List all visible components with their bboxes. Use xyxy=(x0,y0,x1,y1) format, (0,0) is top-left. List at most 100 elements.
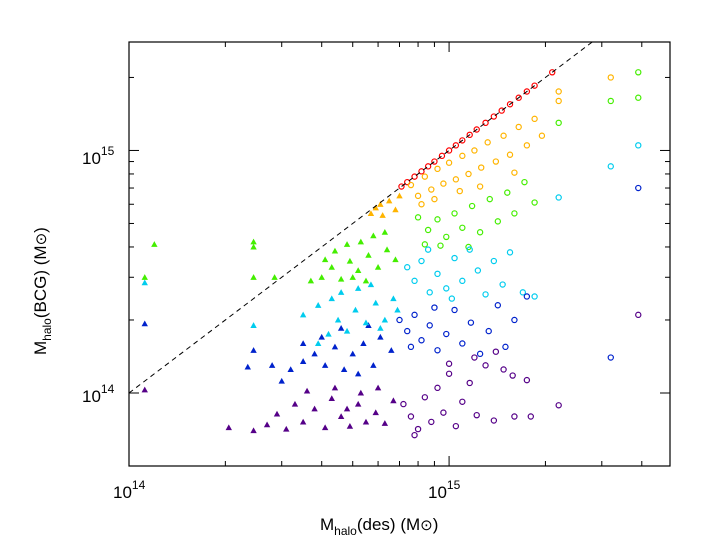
circle-point-red xyxy=(411,173,418,180)
triangle-point-cyan xyxy=(362,319,370,326)
circle-point-blue xyxy=(431,304,438,311)
triangle-point-green xyxy=(331,247,339,254)
triangle-point-purple xyxy=(354,400,362,407)
triangle-point-purple xyxy=(321,424,329,431)
circle-point-cyan xyxy=(482,291,489,298)
circle-point-green xyxy=(494,218,502,225)
circle-point-orange xyxy=(523,142,531,149)
triangle-point-green xyxy=(321,256,329,263)
y-axis-label: Mhalo(BCG) (M⊙) xyxy=(31,227,54,355)
circle-point-orange xyxy=(607,74,614,81)
circle-point-purple xyxy=(500,366,507,373)
triangle-point-blue xyxy=(318,333,325,340)
circle-point-red xyxy=(452,142,460,149)
triangle-point-green xyxy=(346,257,354,264)
triangle-point-purple xyxy=(283,425,290,432)
triangle-point-green xyxy=(250,238,257,245)
triangle-point-purple xyxy=(273,410,281,417)
triangle-point-purple xyxy=(343,405,351,412)
circle-point-orange xyxy=(421,173,429,180)
circle-point-green xyxy=(443,233,450,241)
circle-point-orange xyxy=(511,169,518,176)
circle-point-red xyxy=(523,88,531,95)
triangle-point-cyan xyxy=(299,311,307,318)
circle-point-blue xyxy=(467,319,475,326)
circle-point-green xyxy=(531,199,538,206)
data-points xyxy=(141,69,642,439)
circle-point-green xyxy=(504,189,511,196)
triangle-point-green xyxy=(374,264,382,270)
circle-point-purple xyxy=(445,370,453,377)
circle-point-cyan xyxy=(434,270,441,278)
triangle-point-blue xyxy=(278,377,285,384)
triangle-point-green xyxy=(370,232,377,239)
triangle-point-purple xyxy=(311,405,318,412)
circle-point-blue xyxy=(404,327,411,335)
circle-point-blue xyxy=(411,311,418,319)
circle-point-red xyxy=(473,126,480,133)
triangle-point-blue xyxy=(388,347,395,353)
circle-point-purple xyxy=(411,431,418,439)
circle-point-cyan xyxy=(607,163,614,170)
circle-point-orange xyxy=(459,152,466,160)
one-to-one-dashed-line xyxy=(128,41,593,394)
circle-point-orange xyxy=(492,158,500,165)
circle-point-purple xyxy=(421,394,429,401)
triangle-point-blue xyxy=(337,324,345,331)
triangle-point-purple xyxy=(331,384,339,391)
circle-point-orange xyxy=(428,186,435,193)
triangle-point-green xyxy=(349,274,356,280)
triangle-point-green xyxy=(307,277,315,284)
x-axis-label: Mhalo(des) (M⊙) xyxy=(320,515,438,538)
triangle-point-green xyxy=(250,243,257,250)
triangle-point-cyan xyxy=(250,322,257,328)
circle-point-cyan xyxy=(451,254,458,262)
circle-point-green xyxy=(607,97,614,105)
circle-point-green xyxy=(421,241,429,248)
triangle-point-blue xyxy=(268,362,276,368)
circle-point-orange xyxy=(440,180,447,187)
circle-point-cyan xyxy=(466,246,473,253)
circle-point-orange xyxy=(431,195,438,203)
circle-point-red xyxy=(418,168,425,175)
circle-point-cyan xyxy=(404,264,411,271)
circle-point-orange xyxy=(476,183,484,190)
circle-point-blue xyxy=(523,293,531,300)
triangle-point-purple xyxy=(303,387,311,394)
triangle-point-cyan xyxy=(337,289,345,295)
circle-point-orange xyxy=(506,151,514,158)
circle-point-green xyxy=(414,214,422,221)
circle-point-cyan xyxy=(490,257,498,265)
circle-point-purple xyxy=(445,360,453,367)
circle-point-blue xyxy=(418,337,425,344)
circle-point-cyan xyxy=(519,289,527,296)
triangle-point-purple xyxy=(390,397,397,404)
triangle-point-purple xyxy=(291,400,299,407)
circle-point-cyan xyxy=(418,257,425,265)
circle-point-red xyxy=(431,158,438,165)
triangle-point-green xyxy=(151,241,158,247)
x-tick-label-1e14: 1014 xyxy=(113,478,146,502)
circle-point-green xyxy=(511,210,518,217)
circle-point-green xyxy=(486,195,493,203)
triangle-point-purple xyxy=(225,424,232,431)
triangle-point-cyan xyxy=(367,281,375,288)
circle-point-red xyxy=(549,69,556,76)
triangle-point-blue xyxy=(354,370,362,377)
circle-point-cyan xyxy=(474,267,482,274)
circle-point-red xyxy=(445,147,453,154)
triangle-point-green xyxy=(318,274,325,280)
circle-point-blue xyxy=(443,330,450,338)
triangle-point-purple xyxy=(263,421,271,428)
triangle-point-green xyxy=(328,264,335,270)
circle-point-purple xyxy=(428,418,435,426)
circle-point-orange xyxy=(434,165,441,173)
triangle-point-orange xyxy=(385,197,393,204)
triangle-point-green xyxy=(343,241,351,247)
circle-point-purple xyxy=(471,354,478,361)
triangle-point-green xyxy=(392,256,399,263)
triangle-point-blue xyxy=(321,362,329,368)
circle-point-purple xyxy=(473,411,480,419)
triangle-point-blue xyxy=(377,333,384,340)
circle-point-orange xyxy=(471,147,478,154)
